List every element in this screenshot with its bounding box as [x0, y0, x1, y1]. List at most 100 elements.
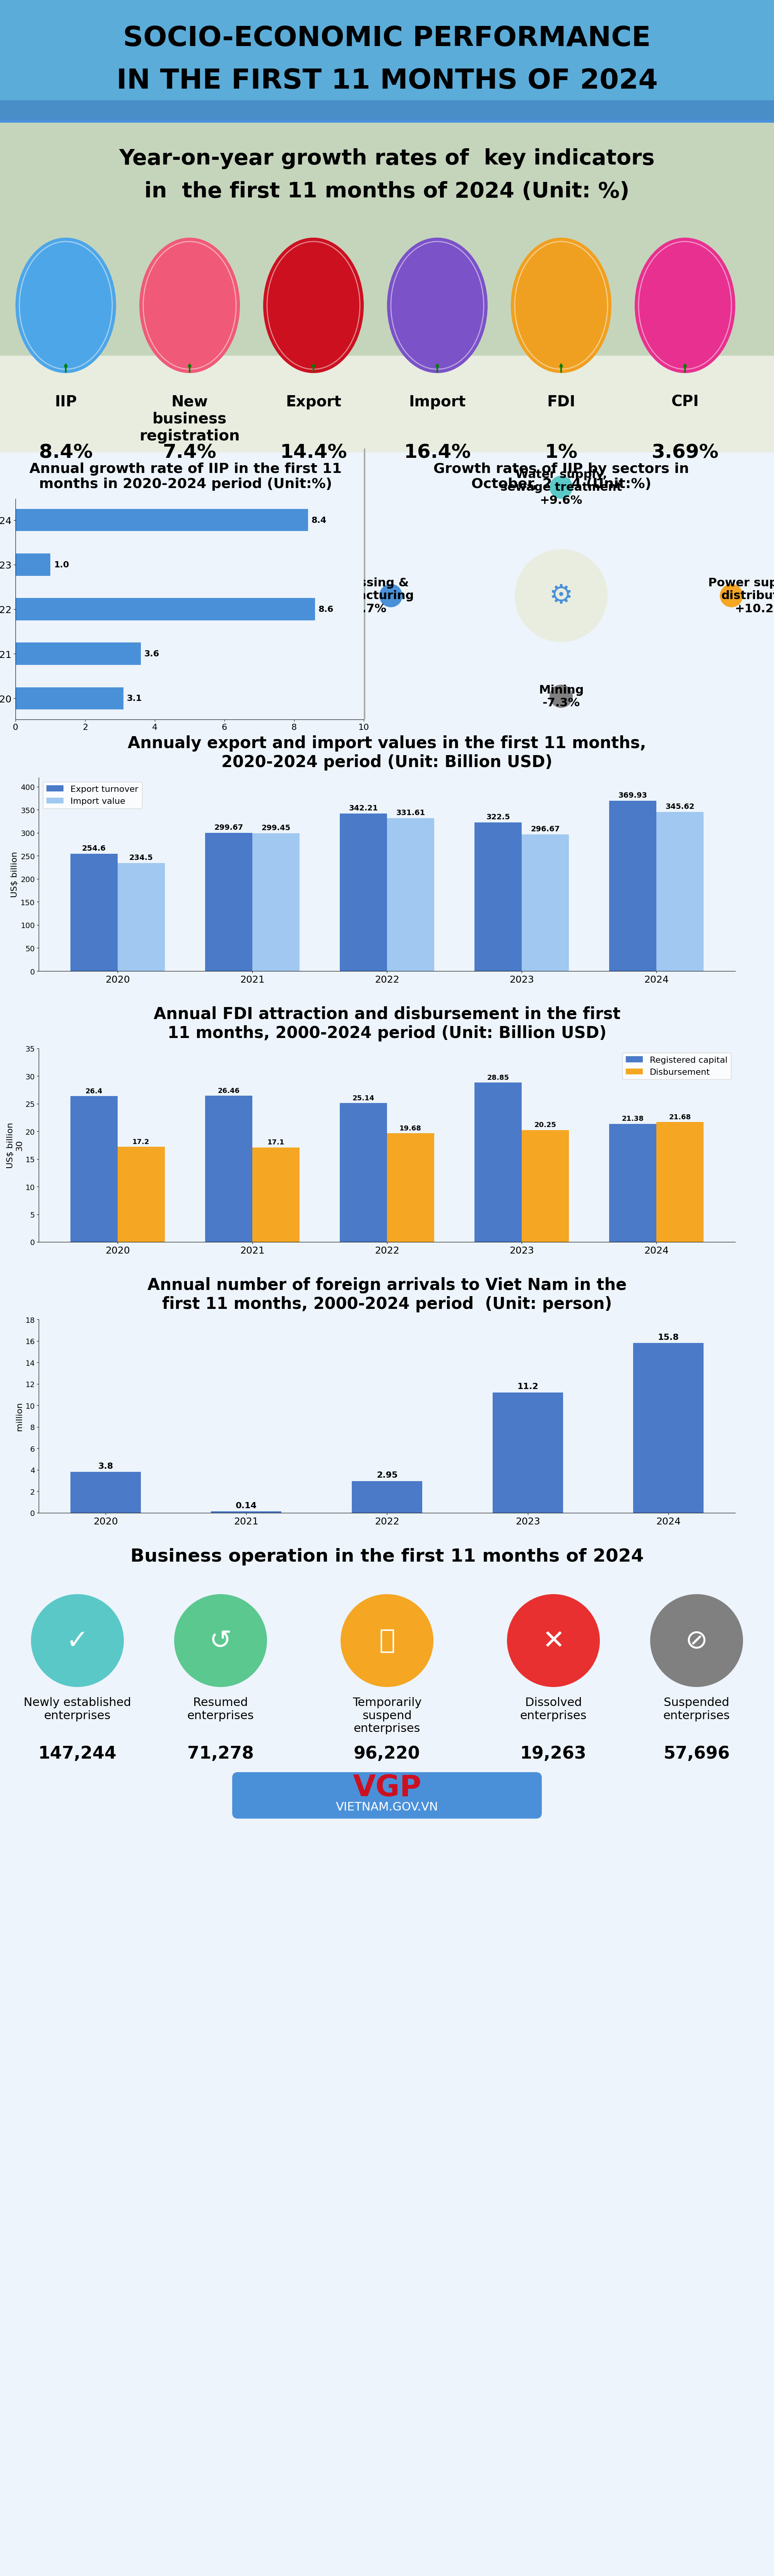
Text: 19,263: 19,263: [520, 1744, 587, 1762]
Text: Temporarily
suspend
enterprises: Temporarily suspend enterprises: [352, 1698, 422, 1734]
Text: Growth rates of IIP by sectors in
October, 2024 (Unit:%): Growth rates of IIP by sectors in Octobe…: [433, 464, 689, 492]
Text: 17.1: 17.1: [267, 1139, 284, 1146]
Text: 96,220: 96,220: [354, 1744, 420, 1762]
Text: Power supply &
distribution
+10.2%: Power supply & distribution +10.2%: [708, 577, 774, 616]
Text: ↺: ↺: [209, 1628, 232, 1654]
Text: 8.4: 8.4: [312, 515, 327, 523]
Ellipse shape: [550, 477, 573, 500]
Bar: [0, 1262, 774, 1533]
Bar: [118, 863, 165, 971]
Text: ✕: ✕: [542, 1628, 565, 1654]
Bar: [70, 1097, 118, 1242]
Text: 19.68: 19.68: [399, 1126, 422, 1131]
Text: Import: Import: [409, 394, 466, 410]
Bar: [0, 100, 774, 121]
Text: 254.6: 254.6: [82, 845, 106, 853]
Text: 299.67: 299.67: [214, 824, 243, 832]
Text: 71,278: 71,278: [187, 1744, 254, 1762]
Text: ⏸: ⏸: [379, 1628, 395, 1654]
Bar: [609, 1123, 656, 1242]
Text: 1%: 1%: [545, 443, 577, 461]
Bar: [340, 1103, 387, 1242]
Text: 3.69%: 3.69%: [652, 443, 718, 461]
Bar: [15, 598, 315, 621]
Legend: Export turnover, Import value: Export turnover, Import value: [43, 783, 142, 809]
Text: IN THE FIRST 11 MONTHS OF 2024: IN THE FIRST 11 MONTHS OF 2024: [116, 67, 658, 95]
Text: Annual number of foreign arrivals to Viet Nam in the
first 11 months, 2000-2024 : Annual number of foreign arrivals to Vie…: [147, 1278, 627, 1311]
Text: Dissolved
enterprises: Dissolved enterprises: [520, 1698, 587, 1721]
Ellipse shape: [31, 1595, 124, 1687]
Text: 0.14: 0.14: [235, 1502, 257, 1510]
Ellipse shape: [379, 585, 402, 608]
Text: 147,244: 147,244: [38, 1744, 117, 1762]
Text: 25.14: 25.14: [352, 1095, 375, 1103]
Bar: [0, 0, 774, 121]
Text: Annualy export and import values in the first 11 months,
2020-2024 period (Unit:: Annualy export and import values in the …: [128, 734, 646, 770]
FancyBboxPatch shape: [232, 1772, 542, 1819]
Text: 3.8: 3.8: [98, 1463, 113, 1471]
Text: 345.62: 345.62: [666, 804, 694, 811]
Bar: [0, 992, 774, 1262]
Text: 234.5: 234.5: [129, 855, 153, 860]
Text: New
business
registration: New business registration: [139, 394, 240, 443]
Bar: [118, 1146, 165, 1242]
Text: 296.67: 296.67: [531, 824, 560, 832]
Text: 57,696: 57,696: [663, 1744, 730, 1762]
Ellipse shape: [507, 1595, 600, 1687]
Ellipse shape: [511, 237, 611, 374]
Bar: [205, 832, 252, 971]
Text: 14.4%: 14.4%: [280, 443, 347, 461]
Bar: [15, 554, 50, 577]
Text: Newly established
enterprises: Newly established enterprises: [24, 1698, 131, 1721]
Bar: [387, 819, 434, 971]
Text: CPI: CPI: [671, 394, 699, 410]
Text: 15.8: 15.8: [658, 1334, 679, 1342]
Bar: [0, 355, 774, 453]
Text: 7.4%: 7.4%: [163, 443, 217, 461]
Text: Processing &
manufacturing
+9.7%: Processing & manufacturing +9.7%: [317, 577, 414, 616]
Ellipse shape: [341, 1595, 433, 1687]
Text: Water supply,
sewage treatment
+9.6%: Water supply, sewage treatment +9.6%: [500, 469, 622, 505]
Text: ⊘: ⊘: [685, 1628, 708, 1654]
Text: 2.95: 2.95: [376, 1471, 398, 1479]
Ellipse shape: [15, 237, 116, 374]
Y-axis label: US$ billion: US$ billion: [11, 853, 19, 896]
Text: 21.38: 21.38: [622, 1115, 644, 1123]
Text: 17.2: 17.2: [132, 1139, 149, 1146]
Bar: [70, 1471, 141, 1512]
Bar: [364, 448, 365, 719]
Bar: [656, 811, 704, 971]
Ellipse shape: [720, 585, 743, 608]
Bar: [15, 644, 141, 665]
Bar: [0, 121, 774, 124]
Bar: [474, 1082, 522, 1242]
Text: 299.45: 299.45: [262, 824, 290, 832]
Text: IIP: IIP: [55, 394, 77, 410]
Bar: [522, 835, 569, 971]
Text: ✓: ✓: [66, 1628, 89, 1654]
Text: 369.93: 369.93: [618, 791, 647, 799]
Bar: [0, 121, 774, 448]
Ellipse shape: [515, 549, 608, 641]
Text: Annual growth rate of IIP in the first 11
months in 2020-2024 period (Unit:%): Annual growth rate of IIP in the first 1…: [29, 464, 342, 492]
Text: Mining
-7.3%: Mining -7.3%: [539, 685, 584, 708]
Text: ⚙: ⚙: [549, 582, 574, 608]
Bar: [387, 1133, 434, 1242]
Text: 322.5: 322.5: [486, 814, 510, 822]
Text: 3.1: 3.1: [127, 696, 142, 703]
Y-axis label: million: million: [15, 1401, 23, 1430]
Text: 342.21: 342.21: [349, 804, 378, 811]
Text: 21.68: 21.68: [669, 1113, 691, 1121]
Text: 1.0: 1.0: [54, 562, 69, 569]
Text: 11.2: 11.2: [517, 1383, 539, 1391]
Text: Resumed
enterprises: Resumed enterprises: [187, 1698, 254, 1721]
Bar: [0, 448, 774, 719]
Text: 26.4: 26.4: [85, 1087, 102, 1095]
Bar: [609, 801, 656, 971]
Text: 331.61: 331.61: [396, 809, 425, 817]
Bar: [352, 1481, 422, 1512]
Text: 8.4%: 8.4%: [39, 443, 93, 461]
Ellipse shape: [174, 1595, 267, 1687]
Bar: [252, 832, 300, 971]
Text: SOCIO-ECONOMIC PERFORMANCE: SOCIO-ECONOMIC PERFORMANCE: [123, 26, 651, 52]
